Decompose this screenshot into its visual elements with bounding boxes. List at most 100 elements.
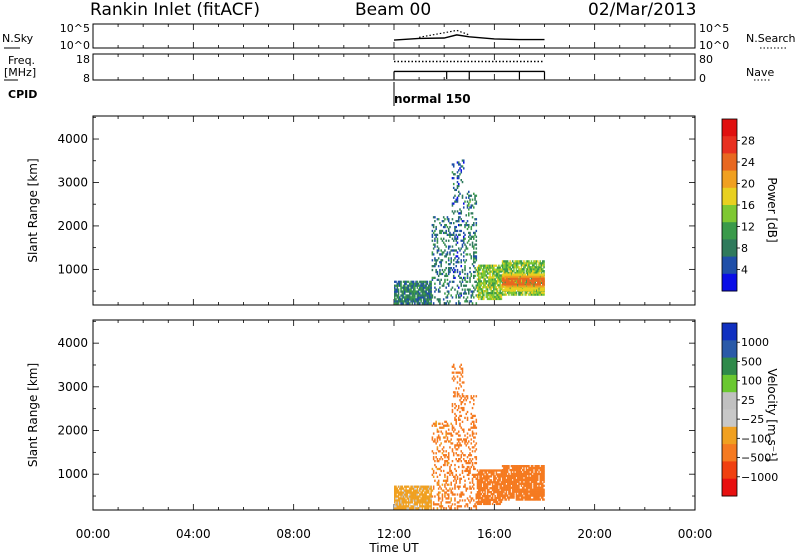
power-data-cell [504, 260, 506, 263]
velocity-data-cell [518, 476, 520, 480]
power-data-cell [495, 290, 498, 293]
power-data-cell [511, 260, 514, 263]
velocity-data-cell [469, 452, 471, 455]
power-data-cell [483, 290, 485, 293]
velocity-data-cell [511, 465, 514, 468]
power-data-cell [396, 288, 399, 291]
power-data-cell [457, 286, 460, 289]
power-data-cell [506, 271, 509, 275]
velocity-data-cell [524, 488, 526, 491]
power-data-cell [506, 275, 509, 278]
velocity-data-cell [415, 493, 417, 496]
power-data-cell [518, 283, 520, 286]
velocity-data-cell [514, 478, 516, 482]
power-data-cell [496, 266, 499, 269]
velocity-data-cell [467, 477, 470, 480]
power-data-cell [435, 268, 437, 272]
velocity-data-cell [406, 505, 409, 508]
power-data-cell [427, 286, 430, 289]
velocity-data-cell [526, 478, 529, 482]
power-data-cell [503, 268, 505, 271]
power-data-cell [421, 294, 424, 297]
velocity-data-cell [395, 487, 397, 490]
power-data-cell [437, 257, 440, 260]
velocity-data-cell [464, 397, 466, 400]
power-data-cell [495, 272, 498, 275]
power-data-cell [432, 216, 435, 219]
velocity-data-cell [494, 489, 496, 492]
power-data-cell [490, 284, 493, 287]
power-data-cell [515, 266, 518, 269]
power-data-cell [515, 287, 518, 290]
power-data-cell [503, 279, 505, 282]
power-data-cell [444, 255, 446, 258]
power-data-cell [511, 293, 514, 296]
power-data-cell [516, 270, 519, 273]
velocity-data-cell [540, 490, 543, 493]
power-data-cell [516, 266, 519, 269]
velocity-data-cell [459, 438, 461, 441]
power-data-cell [430, 286, 432, 289]
power-data-cell [469, 280, 471, 283]
velocity-data-cell [509, 476, 511, 480]
power-data-cell [416, 302, 419, 305]
velocity-data-cell [459, 434, 461, 437]
velocity-data-cell [505, 466, 508, 470]
power-data-cell [511, 291, 514, 294]
power-data-cell [514, 275, 516, 278]
power-data-cell [515, 271, 518, 275]
velocity-data-cell [503, 482, 505, 485]
velocity-data-cell [471, 414, 474, 418]
velocity-data-cell [424, 499, 426, 502]
velocity-data-cell [431, 436, 434, 439]
velocity-data-cell [486, 479, 489, 482]
power-data-cell [501, 283, 504, 286]
power-data-cell [445, 286, 447, 289]
velocity-data-cell [454, 499, 456, 502]
velocity-data-cell [445, 459, 447, 463]
velocity-data-cell [410, 499, 412, 502]
velocity-data-cell [523, 486, 525, 489]
power-data-cell [533, 266, 535, 269]
power-data-cell [469, 276, 471, 280]
velocity-data-cell [455, 469, 458, 473]
velocity-data-cell [533, 472, 535, 476]
velocity-data-cell [462, 389, 465, 392]
velocity-data-cell [467, 471, 470, 475]
power-data-cell [419, 288, 421, 291]
velocity-data-cell [395, 501, 397, 504]
power-data-cell [466, 272, 469, 276]
velocity-data-cell [514, 465, 516, 468]
velocity-data-cell [475, 461, 478, 465]
velocity-data-cell [488, 471, 490, 474]
power-data-cell [488, 293, 490, 297]
velocity-data-cell [451, 442, 454, 445]
power-data-cell [533, 270, 535, 273]
velocity-data-cell [464, 438, 466, 441]
power-data-cell [485, 295, 488, 299]
velocity-data-cell [504, 472, 506, 476]
power-colorbar-segment [722, 170, 737, 189]
power-data-cell [504, 281, 506, 285]
velocity-data-cell [530, 488, 533, 491]
power-range-tick-label: 3000 [57, 175, 88, 189]
velocity-data-cell [465, 438, 468, 441]
velocity-data-cell [397, 503, 400, 506]
velocity-data-cell [500, 469, 503, 472]
power-data-cell [493, 280, 495, 283]
velocity-data-cell [439, 467, 441, 471]
velocity-data-cell [452, 371, 455, 374]
velocity-data-cell [501, 470, 504, 474]
power-data-cell [540, 266, 543, 269]
power-data-cell [519, 262, 521, 265]
power-data-cell [404, 284, 406, 287]
power-data-cell [476, 274, 479, 277]
velocity-data-cell [419, 507, 421, 510]
power-data-cell [524, 266, 526, 269]
velocity-data-cell [501, 478, 504, 482]
velocity-data-cell [484, 481, 486, 484]
noise-right-tick-label: 10^5 [699, 22, 729, 35]
velocity-data-cell [407, 491, 410, 494]
power-data-cell [533, 264, 535, 267]
velocity-data-cell [431, 438, 434, 441]
